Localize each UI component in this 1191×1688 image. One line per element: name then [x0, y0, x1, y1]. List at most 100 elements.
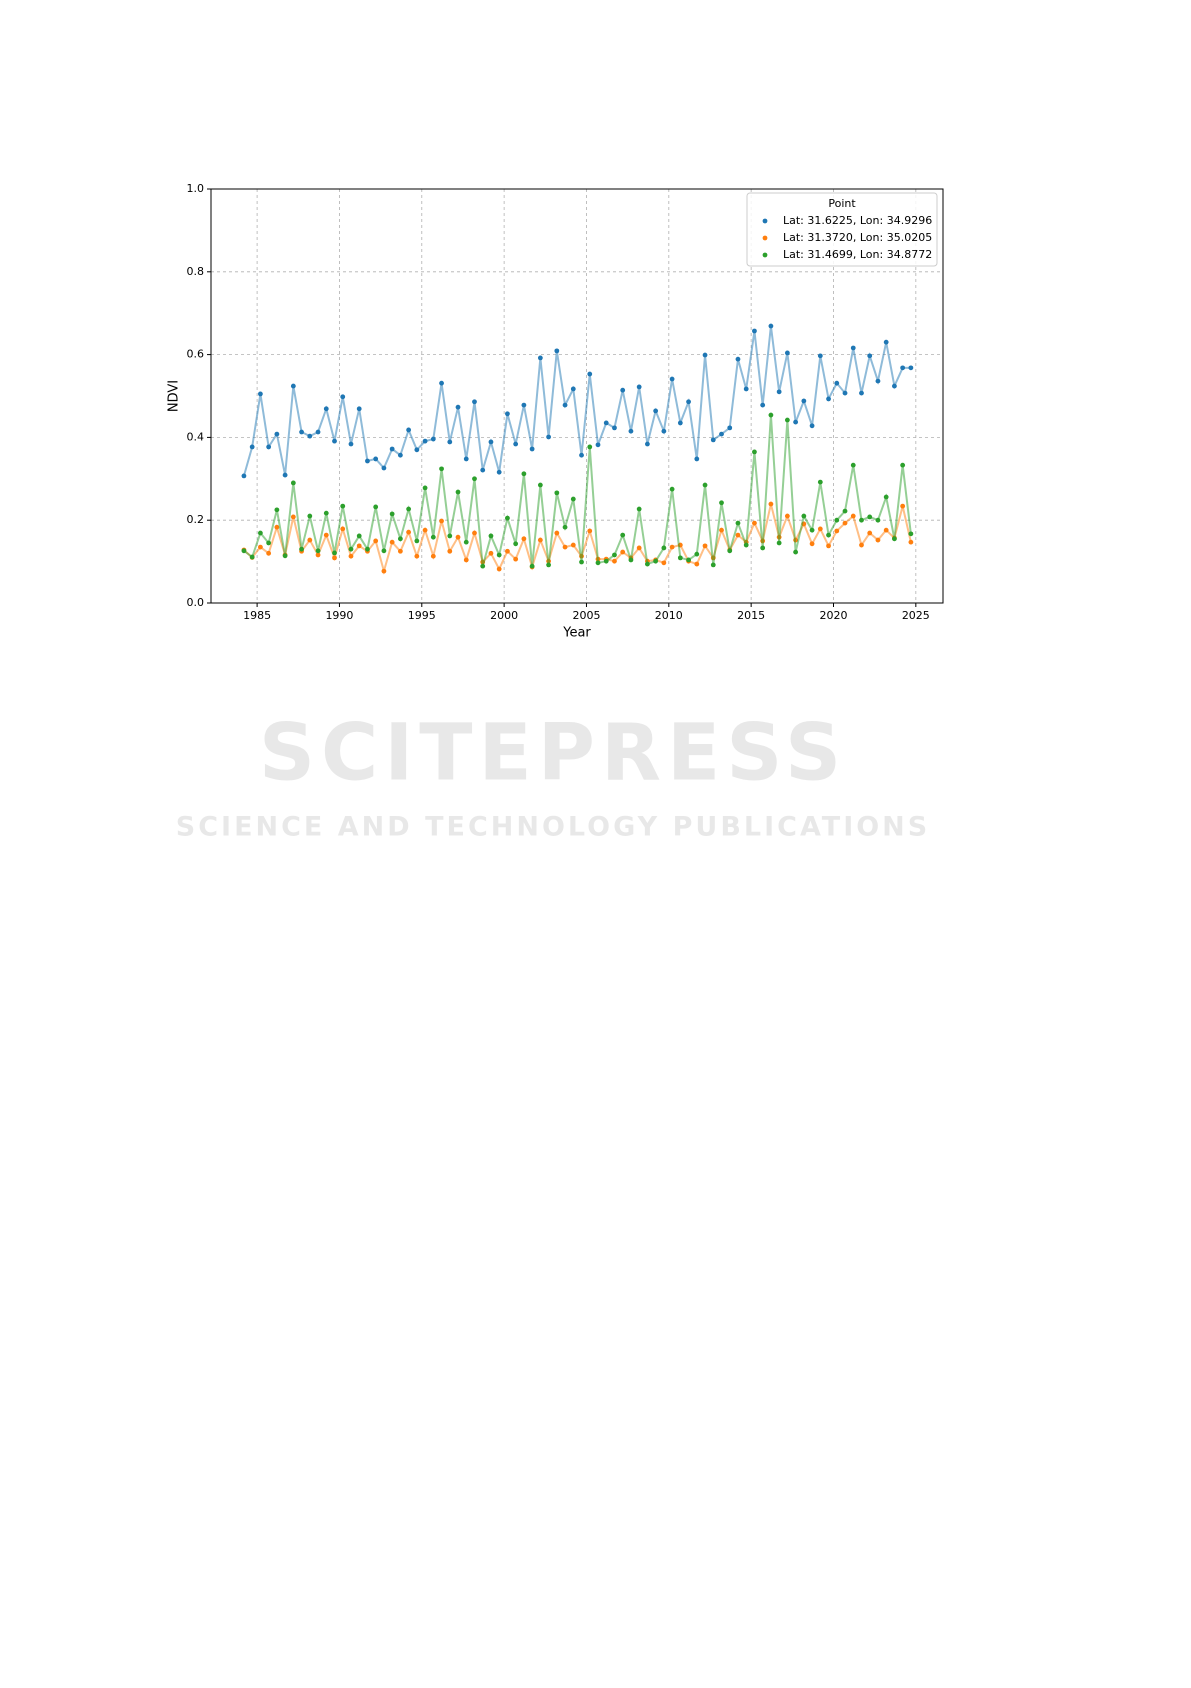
data-point — [537, 537, 543, 543]
data-point — [299, 429, 304, 435]
data-point — [776, 389, 782, 395]
data-point — [439, 380, 444, 386]
data-point — [900, 365, 906, 371]
data-point — [472, 530, 477, 536]
data-point — [406, 506, 412, 512]
data-point — [562, 524, 568, 530]
data-point — [439, 466, 444, 472]
data-point — [809, 527, 815, 533]
data-point — [332, 438, 337, 444]
data-point — [258, 391, 263, 397]
data-point — [340, 526, 346, 532]
data-point — [455, 534, 461, 540]
data-point — [702, 352, 708, 358]
data-point — [389, 511, 395, 517]
data-point — [529, 563, 535, 569]
data-point — [290, 383, 296, 389]
data-point — [768, 501, 774, 507]
data-point — [323, 510, 329, 516]
data-point — [249, 444, 255, 450]
data-point — [694, 551, 700, 557]
data-point — [595, 560, 601, 566]
data-point — [612, 425, 617, 431]
data-point — [365, 546, 370, 552]
data-point — [463, 456, 469, 462]
data-point — [719, 431, 724, 437]
y-tick-label: 0.2 — [187, 513, 205, 526]
data-point — [373, 456, 379, 462]
data-point — [834, 517, 840, 523]
data-point — [645, 441, 650, 447]
data-point — [521, 402, 527, 408]
data-point — [735, 520, 741, 526]
data-point — [480, 467, 486, 473]
data-point — [570, 496, 576, 502]
data-point — [620, 387, 626, 393]
legend-title: Point — [828, 197, 856, 210]
data-point — [570, 542, 576, 548]
x-tick-label: 2010 — [655, 609, 683, 622]
series-line — [243, 414, 912, 567]
y-tick-label: 0.6 — [187, 348, 205, 361]
x-axis-label: Year — [562, 626, 591, 641]
legend-marker — [762, 218, 768, 224]
data-point — [323, 532, 329, 538]
data-point — [340, 394, 346, 400]
data-point — [422, 527, 428, 533]
data-point — [784, 513, 790, 519]
data-point — [793, 419, 799, 425]
data-point — [826, 532, 831, 538]
data-point — [315, 548, 321, 554]
data-point — [817, 526, 823, 532]
data-point — [694, 456, 700, 462]
data-point — [784, 417, 790, 423]
data-point — [653, 558, 659, 564]
data-point — [900, 462, 906, 468]
data-point — [529, 446, 535, 452]
data-point — [307, 537, 313, 543]
watermark: SCITEPRESS SCIENCE AND TECHNOLOGY PUBLIC… — [176, 708, 927, 842]
data-point — [496, 552, 502, 558]
data-point — [241, 548, 247, 554]
data-point — [447, 548, 453, 554]
data-point — [307, 513, 313, 519]
data-point — [677, 420, 683, 426]
data-point — [472, 399, 477, 405]
data-point — [817, 353, 823, 359]
data-point — [760, 402, 766, 408]
data-point — [743, 542, 749, 548]
data-point — [356, 543, 362, 549]
data-point — [389, 446, 395, 452]
data-point — [842, 390, 848, 396]
data-point — [603, 420, 609, 426]
y-tick-label: 1.0 — [187, 182, 205, 195]
legend-label: Lat: 31.3720, Lon: 35.0205 — [783, 231, 932, 244]
data-point — [266, 444, 272, 450]
data-point — [587, 371, 593, 377]
data-point — [422, 485, 428, 491]
data-point — [686, 399, 691, 405]
data-point — [842, 520, 848, 526]
data-point — [768, 412, 774, 418]
data-point — [826, 396, 831, 402]
data-point — [908, 531, 914, 537]
series-line — [242, 325, 911, 477]
data-point — [315, 429, 321, 435]
data-point — [406, 529, 412, 535]
data-point — [562, 402, 568, 408]
data-point — [612, 552, 617, 558]
x-tick-label: 1985 — [243, 609, 271, 622]
data-point — [727, 425, 733, 431]
data-point — [875, 378, 881, 384]
data-point — [883, 527, 889, 533]
data-point — [397, 536, 403, 542]
data-point — [867, 530, 873, 536]
data-point — [859, 517, 864, 523]
data-point — [463, 539, 469, 545]
data-point — [892, 536, 897, 542]
x-tick-label: 2025 — [902, 609, 930, 622]
data-point — [463, 557, 469, 563]
data-point — [702, 543, 708, 549]
data-point — [422, 438, 428, 444]
data-point — [430, 436, 436, 442]
